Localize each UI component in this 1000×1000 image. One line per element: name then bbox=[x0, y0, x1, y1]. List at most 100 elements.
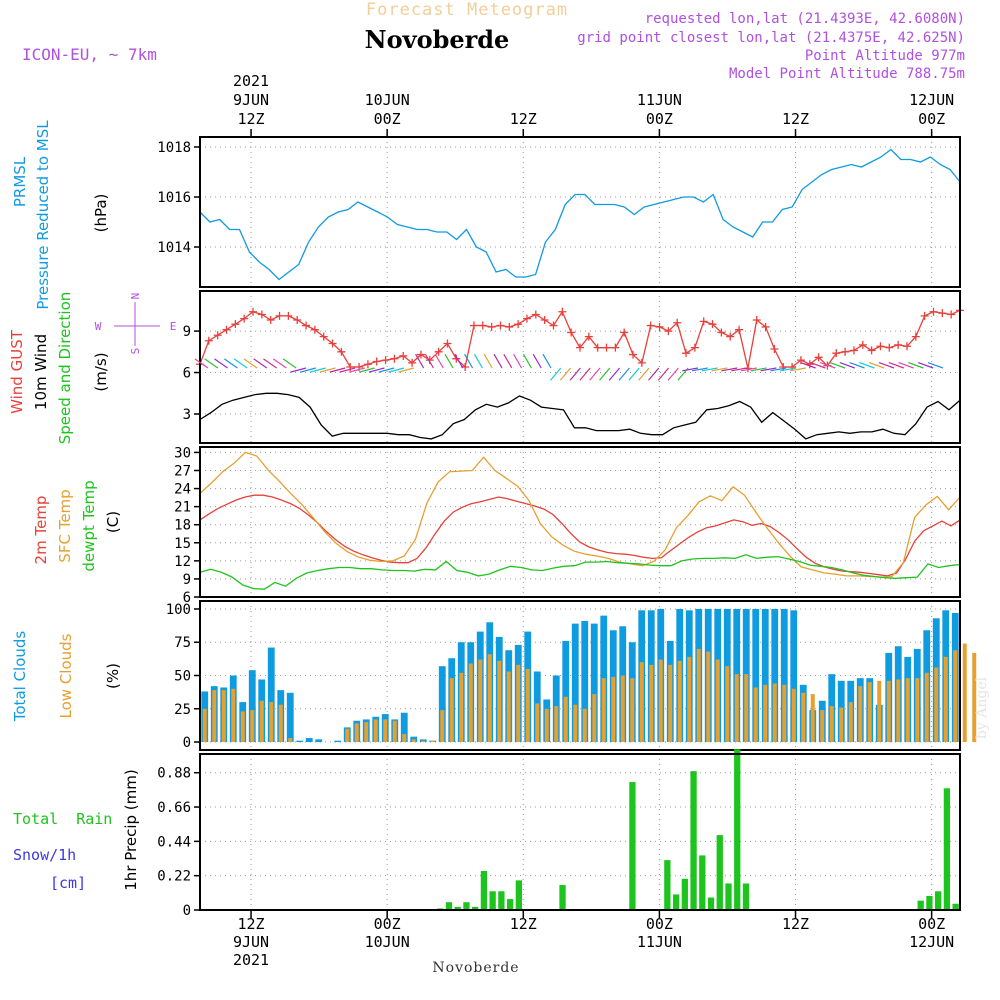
temperature-2m-temp-line bbox=[199, 494, 961, 577]
clouds-low-clouds-bar bbox=[772, 683, 777, 743]
clouds-low-clouds-bar bbox=[753, 687, 758, 743]
precip-label-cm: [cm] bbox=[50, 874, 86, 892]
precip-ylabel: 1hr Precip (mm) bbox=[122, 769, 140, 890]
wind-gust-marker bbox=[637, 358, 646, 367]
wind-direction-arrow bbox=[444, 353, 454, 369]
clouds-total-clouds-bar bbox=[248, 670, 256, 743]
model-label: ICON-EU, ~ 7km bbox=[22, 45, 157, 64]
clouds-low-clouds-bar bbox=[535, 703, 540, 743]
wind-gust-marker bbox=[752, 316, 761, 325]
wind-gust-marker bbox=[372, 357, 381, 366]
clouds-ytick-label-0: 0 bbox=[183, 735, 191, 751]
precip-frame bbox=[199, 753, 961, 911]
wind-direction-arrow bbox=[599, 367, 611, 381]
wind-gust-marker bbox=[487, 322, 496, 331]
wind-gust-marker bbox=[213, 331, 222, 340]
wind-gust-marker bbox=[257, 310, 266, 319]
wind-direction-arrow bbox=[319, 367, 336, 373]
wind-direction-arrow bbox=[888, 361, 905, 369]
wind-direction-arrow bbox=[282, 358, 297, 369]
wind-gust-marker bbox=[726, 332, 735, 341]
precip-total-rain-bar bbox=[725, 883, 732, 910]
clouds-low-clouds-bar bbox=[231, 688, 236, 743]
clouds-low-clouds-bar bbox=[212, 690, 217, 743]
wind-direction-arrow bbox=[513, 353, 523, 369]
wind-gust-marker bbox=[275, 311, 284, 320]
clouds-low-clouds-bar bbox=[639, 662, 644, 743]
temperature-ytick-label-5: 21 bbox=[174, 500, 191, 516]
clouds-low-clouds-bar bbox=[288, 738, 293, 743]
wind-gust-marker bbox=[602, 343, 611, 352]
wind-gust-marker bbox=[576, 343, 584, 352]
precip-total-rain-bar bbox=[472, 906, 479, 910]
wind-direction-arrow bbox=[272, 358, 287, 369]
clouds-low-clouds-bar bbox=[848, 702, 853, 743]
clouds-total-clouds-bar bbox=[752, 608, 760, 743]
clouds-low-clouds-bar bbox=[820, 710, 825, 743]
wind-ytick-label-2: 9 bbox=[183, 324, 191, 340]
wind-direction-arrow bbox=[701, 367, 718, 372]
precip-total-rain-bar bbox=[707, 897, 715, 910]
clouds-total-clouds-bar bbox=[562, 640, 570, 743]
clouds-low-clouds-bar bbox=[582, 708, 587, 743]
top-axis-label: 11JUN bbox=[637, 91, 682, 109]
wind-gust-marker bbox=[540, 316, 549, 325]
wind-direction-arrow bbox=[819, 361, 836, 369]
clouds-total-clouds-bar bbox=[296, 740, 304, 743]
clouds-low-clouds-bar bbox=[373, 719, 378, 743]
wind-direction-arrow bbox=[493, 353, 503, 369]
precip-ytick-label-0: 0 bbox=[183, 903, 191, 919]
wind-direction-arrow bbox=[721, 367, 738, 372]
wind-gust-marker bbox=[266, 316, 275, 325]
clouds-low-clouds-bar bbox=[839, 707, 844, 743]
wind-gust-marker bbox=[478, 321, 487, 330]
clouds-low-clouds-bar bbox=[677, 660, 682, 743]
wind-direction-arrow bbox=[691, 367, 708, 372]
clouds-low-clouds-bar bbox=[801, 692, 806, 743]
wind-gust-marker bbox=[876, 342, 885, 351]
clouds-low-clouds-bar bbox=[421, 740, 426, 743]
temperature-ytick-label-1: 9 bbox=[183, 572, 191, 588]
wind-gust-marker bbox=[567, 328, 576, 337]
precip-total-rain-bar bbox=[681, 878, 688, 910]
clouds-low-clouds-bar bbox=[554, 706, 559, 743]
wind-direction-arrow bbox=[223, 358, 238, 369]
clouds-low-clouds-bar bbox=[278, 704, 283, 743]
clouds-low-clouds-bar bbox=[449, 678, 454, 743]
location-title: Novoberde bbox=[365, 25, 510, 54]
bottom-axis-label: 2021 bbox=[233, 951, 269, 969]
clouds-total-clouds-bar bbox=[761, 608, 769, 743]
bottom-axis-label: 00Z bbox=[646, 915, 673, 933]
wind-gust-marker bbox=[284, 311, 293, 320]
wind-direction-arrow bbox=[309, 367, 326, 373]
wind-gust-marker bbox=[708, 320, 717, 329]
wind-gust-marker bbox=[947, 310, 956, 319]
wind-direction-arrow bbox=[329, 367, 346, 373]
wind-direction-arrow bbox=[638, 367, 650, 381]
clouds-low-clouds-bar bbox=[829, 706, 834, 743]
precip-total-rain-bar bbox=[917, 900, 924, 910]
wind-direction-arrow bbox=[454, 353, 464, 369]
clouds-total-clouds-bar bbox=[305, 738, 313, 743]
precip-total-rain-bar bbox=[699, 855, 706, 910]
temperature-frame bbox=[199, 446, 961, 598]
top-axis-label: 2021 bbox=[233, 72, 269, 90]
compass-n: N bbox=[129, 293, 142, 300]
clouds-total-clouds-bar bbox=[400, 712, 408, 743]
temperature-sfc-temp-line bbox=[199, 451, 961, 578]
bottom-axis-label: 12Z bbox=[782, 915, 809, 933]
precip-total-rain-bar bbox=[559, 885, 566, 910]
wind-gust-marker bbox=[514, 320, 523, 329]
wind-gust-marker bbox=[673, 318, 682, 327]
clouds-labels: Total Clouds Low Clouds (%) bbox=[11, 631, 122, 723]
precip-total-rain-bar bbox=[935, 891, 942, 910]
wind-direction-arrow bbox=[927, 361, 944, 369]
pressure-panel: 1014 1016 1018 bbox=[157, 136, 961, 288]
wind-label-gust: Wind GUST bbox=[8, 329, 26, 414]
precip-ytick-label-1: 0.22 bbox=[157, 869, 191, 885]
clouds-low-clouds-bar bbox=[497, 660, 502, 743]
clouds-low-clouds-bar bbox=[601, 678, 606, 743]
clouds-low-clouds-bar bbox=[544, 708, 549, 743]
